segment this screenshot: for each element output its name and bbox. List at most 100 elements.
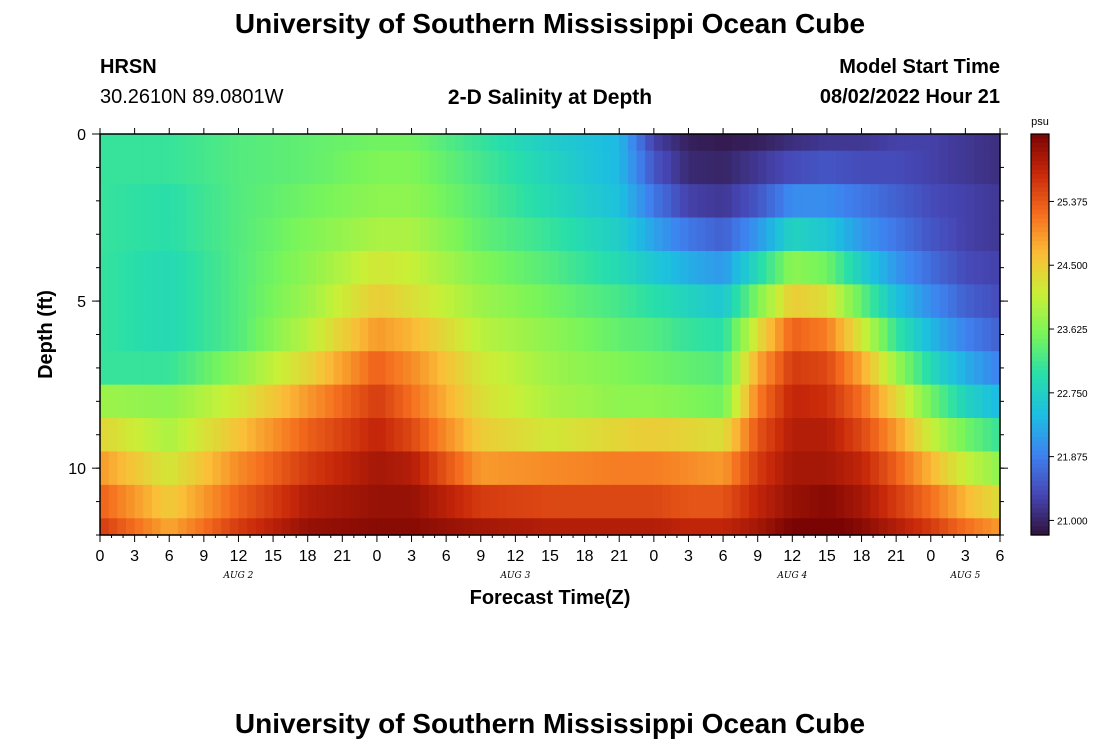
y-tick-label: 5 [77, 294, 86, 311]
heatmap-cell [904, 451, 915, 486]
heatmap-cell [835, 284, 845, 319]
heatmap-cell [247, 317, 257, 352]
heatmap-cell [273, 518, 283, 536]
heatmap-cell [541, 284, 551, 319]
heatmap-cell [775, 284, 785, 319]
heatmap-cell [108, 250, 118, 285]
heatmap-cell [749, 217, 759, 252]
heatmap-cell [887, 418, 897, 453]
heatmap-cell [575, 217, 586, 252]
heatmap-cell [394, 384, 404, 419]
x-tick-label: 3 [961, 548, 970, 565]
heatmap-cell [896, 284, 906, 319]
heatmap-cell [100, 518, 110, 536]
heatmap-cell [930, 351, 941, 386]
heatmap-cell [887, 484, 897, 519]
heatmap-cell [982, 418, 992, 453]
heatmap-cell [359, 484, 369, 519]
x-date-label: AUG 5 [949, 571, 980, 581]
colorbar-segment [1031, 410, 1049, 416]
heatmap-cell [671, 384, 681, 419]
heatmap-cell [783, 150, 793, 185]
heatmap-cell [489, 150, 499, 185]
heatmap-cell [299, 351, 309, 386]
heatmap-cell [610, 418, 620, 453]
heatmap-cell [904, 184, 915, 219]
heatmap-cell [913, 418, 923, 453]
heatmap-cell [541, 518, 551, 536]
heatmap-cell [350, 134, 361, 152]
heatmap-cell [117, 134, 127, 152]
heatmap-cell [446, 451, 456, 486]
heatmap-cell [299, 451, 309, 486]
colorbar-segment [1031, 334, 1049, 340]
heatmap-cell [255, 317, 266, 352]
heatmap-cell [922, 418, 932, 453]
heatmap-cell [255, 134, 266, 152]
heatmap-cell [368, 184, 378, 219]
heatmap-cell [489, 384, 499, 419]
colorbar-segment [1031, 450, 1049, 456]
heatmap-cell [463, 351, 473, 386]
heatmap-cell [446, 484, 456, 519]
heatmap-cell [575, 518, 586, 536]
heatmap-cell [506, 384, 516, 419]
station-name: HRSN [100, 56, 157, 78]
heatmap-cell [238, 250, 248, 285]
heatmap-cell [757, 484, 767, 519]
heatmap-cell [428, 384, 439, 419]
heatmap-cell [800, 451, 811, 486]
heatmap-cell [749, 284, 759, 319]
heatmap-cell [238, 484, 248, 519]
heatmap-cell [775, 317, 785, 352]
heatmap-cell [489, 484, 499, 519]
heatmap-cell [125, 250, 136, 285]
heatmap-cell [619, 284, 629, 319]
heatmap-cell [887, 284, 897, 319]
heatmap-cell [896, 217, 906, 252]
heatmap-cell [766, 451, 776, 486]
heatmap-cell [567, 317, 577, 352]
heatmap-cell [221, 384, 231, 419]
heatmap-cell [913, 451, 923, 486]
heatmap-cell [541, 184, 551, 219]
heatmap-cell [541, 384, 551, 419]
heatmap-cell [472, 284, 482, 319]
heatmap-cell [463, 150, 473, 185]
heatmap-cell [333, 451, 343, 486]
heatmap-cell [532, 484, 542, 519]
heatmap-cell [177, 284, 188, 319]
heatmap-cell [826, 134, 837, 152]
heatmap-cell [480, 134, 491, 152]
heatmap-cell [532, 518, 542, 536]
heatmap-cell [861, 134, 871, 152]
colorbar-unit: psu [1031, 116, 1049, 128]
heatmap-cell [965, 184, 975, 219]
heatmap-cell [376, 184, 387, 219]
heatmap-cell [584, 184, 594, 219]
heatmap-cell [792, 150, 802, 185]
heatmap-cell [948, 317, 958, 352]
heatmap-cell [913, 518, 923, 536]
heatmap-cell [316, 384, 326, 419]
heatmap-cell [584, 250, 594, 285]
heatmap-cell [195, 184, 205, 219]
heatmap-cell [800, 317, 811, 352]
colorbar-segment [1031, 343, 1049, 349]
heatmap-cell [939, 184, 949, 219]
heatmap-cell [558, 184, 568, 219]
heatmap-cell [402, 284, 413, 319]
heatmap-cell [818, 184, 828, 219]
heatmap-cell [575, 317, 586, 352]
heatmap-cell [247, 418, 257, 453]
heatmap-cell [653, 484, 664, 519]
heatmap-cell [982, 184, 992, 219]
heatmap-cell [420, 451, 430, 486]
heatmap-cell [325, 284, 335, 319]
heatmap-cell [800, 184, 811, 219]
heatmap-cell [662, 484, 672, 519]
heatmap-cell [359, 518, 369, 536]
heatmap-cell [688, 351, 698, 386]
heatmap-cell [437, 134, 447, 152]
heatmap-cell [740, 184, 750, 219]
